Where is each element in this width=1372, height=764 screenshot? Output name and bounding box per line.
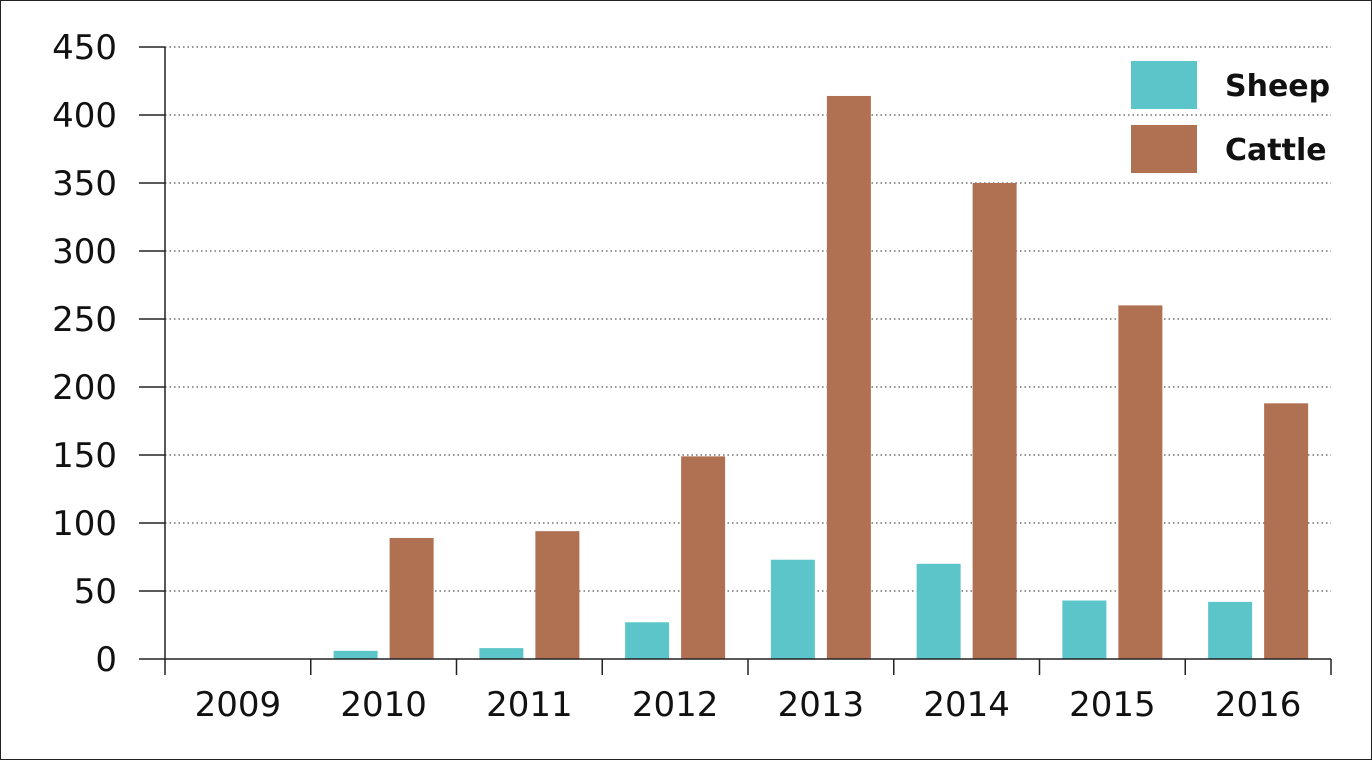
- grid-lines: [165, 46, 1331, 592]
- x-tick-label: 2016: [1215, 685, 1302, 725]
- bar-sheep-2015: [1062, 600, 1107, 659]
- legend: Sheep Cattle: [1131, 61, 1330, 173]
- y-tick-label: 350: [52, 164, 117, 204]
- bar-cattle-2016: [1264, 403, 1309, 659]
- y-tick-label: 100: [52, 504, 117, 544]
- y-tick-label: 250: [52, 300, 117, 340]
- x-tick-label: 2012: [632, 685, 719, 725]
- x-tick-label: 2010: [340, 685, 427, 725]
- x-axis-ticks: 2009 2010 2011 2012 2013 2014 2015 2016: [164, 659, 1332, 725]
- x-tick-label: 2011: [486, 685, 573, 725]
- bar-cattle-2012: [681, 456, 726, 659]
- y-axis-ticks: 0 50 100 150 200 250 300 350 400 450: [52, 28, 165, 680]
- y-tick-label: 450: [52, 28, 117, 68]
- bar-sheep-2013: [770, 559, 815, 659]
- legend-swatch-sheep: [1131, 61, 1197, 109]
- bar-cattle-2011: [535, 531, 580, 659]
- legend-label-sheep: Sheep: [1225, 69, 1330, 104]
- y-tick-label: 300: [52, 232, 117, 272]
- bar-sheep-2012: [625, 622, 670, 659]
- bar-cattle-2015: [1118, 305, 1163, 659]
- x-tick-label: 2013: [778, 685, 865, 725]
- legend-swatch-cattle: [1131, 125, 1197, 173]
- x-tick-label: 2015: [1069, 685, 1156, 725]
- legend-label-cattle: Cattle: [1225, 133, 1327, 168]
- bars: [333, 95, 1309, 659]
- y-tick-label: 0: [95, 640, 117, 680]
- y-tick-label: 150: [52, 436, 117, 476]
- y-tick-label: 50: [74, 572, 117, 612]
- bar-sheep-2014: [916, 563, 961, 659]
- bar-sheep-2016: [1208, 601, 1253, 659]
- x-tick-label: 2014: [923, 685, 1010, 725]
- bar-cattle-2010: [389, 537, 434, 659]
- x-tick-label: 2009: [195, 685, 282, 725]
- y-tick-label: 200: [52, 368, 117, 408]
- bar-cattle-2013: [826, 95, 871, 659]
- bar-cattle-2014: [972, 183, 1017, 659]
- bar-sheep-2011: [479, 648, 524, 659]
- bar-sheep-2010: [333, 650, 378, 659]
- y-tick-label: 400: [52, 96, 117, 136]
